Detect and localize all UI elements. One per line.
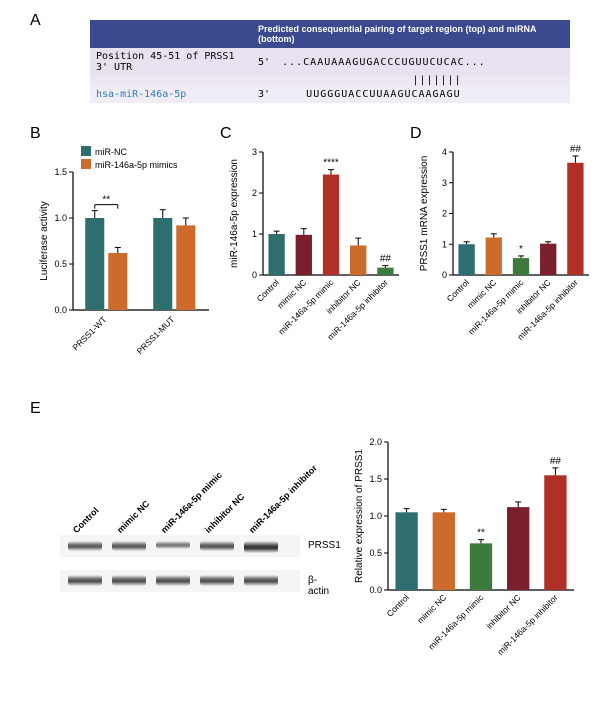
- svg-text:*: *: [519, 244, 523, 255]
- svg-text:0.5: 0.5: [369, 548, 382, 558]
- pa-row2-seq: UUGGGUACCUUAAGUCAAGAGU: [306, 89, 460, 100]
- actin-band: [68, 575, 102, 586]
- pa-row1-label: Position 45-51 of PRSS1 3' UTR: [90, 48, 252, 76]
- panel-e-label: E: [30, 400, 41, 418]
- actin-label: β-actin: [308, 575, 330, 597]
- svg-text:0.0: 0.0: [54, 305, 67, 315]
- actin-band: [156, 575, 190, 586]
- svg-text:0.5: 0.5: [54, 259, 67, 269]
- blot-lane-label: miR-146a-5p inhibitor: [247, 463, 319, 535]
- panel-e-blot: Controlmimic NCmiR-146a-5p mimicinhibito…: [50, 420, 330, 640]
- svg-text:miR-146a-5p mimics: miR-146a-5p mimics: [95, 160, 178, 170]
- blot-lane-label: Control: [71, 505, 101, 535]
- prss1-band: [112, 541, 146, 551]
- panel-e-chart: 0.0 0.5 1.0 1.5 2.0 Relative expression of PR…: [350, 430, 580, 690]
- svg-text:##: ##: [380, 254, 392, 265]
- blot-lane-label: inhibitor NC: [203, 492, 246, 535]
- prss1-band: [200, 541, 234, 551]
- prss1-label: PRSS1: [308, 540, 341, 551]
- svg-text:2.0: 2.0: [369, 437, 382, 447]
- actin-band: [244, 575, 278, 586]
- actin-band: [112, 575, 146, 586]
- pa-row2-label: hsa-miR-146a-5p: [90, 86, 252, 103]
- pa-row1-seq: ...CAAUAAAGUGACCCUGUUCUCAC...: [282, 57, 486, 68]
- panel-c-chart: 0123miR-146a-5p expressionControlmimic N…: [225, 140, 405, 370]
- svg-text:**: **: [477, 528, 485, 539]
- svg-text:3: 3: [252, 147, 257, 157]
- pa-header-left: [90, 20, 252, 48]
- svg-text:PRSS1-MUT: PRSS1-MUT: [135, 314, 177, 356]
- panel-a-label: A: [30, 12, 41, 30]
- svg-text:miR-146a-5p expression: miR-146a-5p expression: [229, 159, 240, 268]
- svg-text:1: 1: [442, 239, 447, 249]
- panel-b-chart: 0.0 0.5 1.0 1.5 Luciferase activity miR-NC miR…: [35, 140, 215, 370]
- svg-text:Relative expression of PRSS1: Relative expression of PRSS1: [354, 449, 365, 583]
- svg-text:1.0: 1.0: [54, 213, 67, 223]
- svg-text:2: 2: [442, 209, 447, 219]
- svg-text:0.0: 0.0: [369, 585, 382, 595]
- pa-header-right: Predicted consequential pairing of targe…: [252, 20, 570, 48]
- svg-text:4: 4: [442, 147, 447, 157]
- svg-text:PRSS1-WT: PRSS1-WT: [70, 314, 108, 352]
- svg-text:Control: Control: [445, 277, 472, 304]
- prss1-band: [244, 541, 278, 553]
- svg-text:##: ##: [570, 144, 582, 155]
- panel-a-table: Predicted consequential pairing of targe…: [90, 20, 570, 103]
- svg-text:mimic NC: mimic NC: [415, 592, 448, 625]
- panel-d-chart: 01234PRSS1 mRNA expressionControlmimic N…: [415, 140, 595, 370]
- svg-text:1.5: 1.5: [54, 167, 67, 177]
- prss1-band: [68, 541, 102, 551]
- actin-band: [200, 575, 234, 586]
- svg-text:****: ****: [323, 158, 339, 169]
- pa-row1-prefix: 5': [258, 57, 270, 68]
- svg-text:inhibitor NC: inhibitor NC: [484, 592, 522, 630]
- pa-pairing: |||||||: [252, 76, 570, 86]
- svg-text:**: **: [102, 195, 110, 206]
- svg-text:1.5: 1.5: [369, 474, 382, 484]
- svg-text:PRSS1 mRNA expression: PRSS1 mRNA expression: [419, 156, 430, 272]
- svg-text:##: ##: [550, 456, 562, 467]
- svg-text:miR-NC: miR-NC: [95, 147, 127, 157]
- svg-text:1: 1: [252, 229, 257, 239]
- svg-text:0: 0: [252, 270, 257, 280]
- svg-text:Luciferase activity: Luciferase activity: [39, 201, 50, 280]
- blot-lane-label: mimic NC: [115, 499, 151, 535]
- svg-text:Control: Control: [385, 592, 412, 619]
- svg-text:2: 2: [252, 188, 257, 198]
- svg-text:Control: Control: [255, 277, 282, 304]
- svg-text:0: 0: [442, 270, 447, 280]
- prss1-band: [156, 541, 190, 549]
- pa-row2-prefix: 3': [258, 89, 270, 100]
- svg-text:1.0: 1.0: [369, 511, 382, 521]
- svg-text:3: 3: [442, 178, 447, 188]
